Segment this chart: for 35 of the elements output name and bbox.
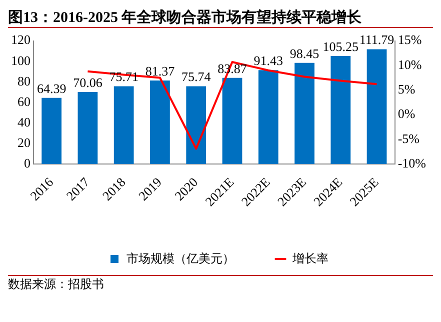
data-label: 91.43 — [254, 53, 283, 68]
data-label: 111.79 — [359, 32, 394, 48]
data-label: 98.45 — [290, 46, 320, 61]
y2-tick-label: 15% — [398, 32, 422, 48]
y2-tick-label: 0% — [398, 106, 416, 122]
y-tick-label: 0 — [24, 155, 30, 170]
legend-label: 增长率 — [292, 251, 328, 266]
bar — [258, 70, 278, 164]
data-label: 70.06 — [73, 74, 103, 90]
y-tick-label: 120 — [11, 32, 30, 48]
source-note: 数据来源：招股书 — [8, 275, 433, 293]
y-tick-label: 40 — [18, 114, 30, 130]
y-tick-label: 20 — [18, 134, 30, 150]
bar — [330, 56, 351, 164]
data-label: 64.39 — [36, 80, 66, 96]
data-label: 105.25 — [322, 38, 359, 54]
y-tick-label: 100 — [11, 52, 30, 68]
bar — [42, 98, 62, 164]
bar — [78, 92, 98, 164]
y2-tick-label: -5% — [398, 130, 420, 146]
data-label: 75.74 — [181, 69, 212, 84]
bar — [294, 62, 314, 164]
y-tick-label: 80 — [18, 73, 30, 88]
legend-label: 市场规模（亿美元） — [126, 251, 234, 266]
data-label: 81.37 — [145, 63, 176, 78]
y2-tick-label: 5% — [398, 81, 416, 96]
y-tick-label: 60 — [18, 94, 30, 109]
chart-title: 图13：2016-2025 年全球吻合器市场有望持续平稳增长 — [8, 8, 433, 28]
bar — [222, 78, 242, 164]
y2-tick-label: 10% — [398, 56, 422, 72]
y2-tick-label: -10% — [398, 155, 426, 170]
bar — [366, 49, 387, 164]
bar — [186, 86, 206, 164]
bar — [114, 86, 134, 164]
bar — [150, 80, 170, 164]
